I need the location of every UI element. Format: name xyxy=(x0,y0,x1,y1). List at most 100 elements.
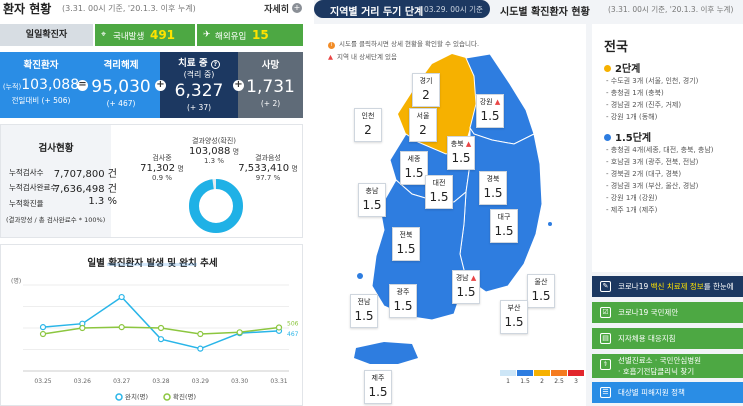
more-link[interactable]: 자세히 xyxy=(264,5,289,15)
import-count: 15 xyxy=(251,28,269,42)
region-label-6[interactable]: 대전 1.5 xyxy=(425,175,453,209)
import-box: ✈ 해외유입 15 xyxy=(197,24,303,46)
help-icon[interactable]: ? xyxy=(210,60,220,69)
legend-label: 완치(명) xyxy=(125,392,148,401)
x-tick-label: 03.31 xyxy=(270,378,287,385)
x-tick-label: 03.25 xyxy=(34,378,51,385)
stat-value: 95,030 xyxy=(91,77,151,97)
plus-icon: + xyxy=(233,79,244,91)
domestic-count: 491 xyxy=(149,28,176,42)
test-status: 검사현황 누적검사수 7,707,800 건 누적검사완료수 7,636,498 건… xyxy=(0,124,303,238)
tab-distancing[interactable]: 지역별 거리 두기 단계 03.29. 00시 기준 xyxy=(314,0,490,18)
region-level: 1.5 xyxy=(451,151,471,165)
region-label-1[interactable]: 강원 ▲ 1.5 xyxy=(476,94,504,128)
region-label-14[interactable]: 부산 1.5 xyxy=(500,300,528,334)
region-name: 제주 xyxy=(371,374,385,382)
stat-title: 사망 xyxy=(261,60,280,71)
quick-link-button[interactable]: ☰ 대상별 피해지원 정책 xyxy=(592,382,743,403)
level-item: - 충청권 1개 (충북) xyxy=(606,89,664,97)
test-row: 누적확진율 1.3 % xyxy=(9,196,117,208)
quick-link-button[interactable]: ✎ 코로나19 백신 치료제 정보를 한눈에 xyxy=(592,276,743,297)
legend-label: 2 xyxy=(540,378,544,385)
donut-negative-arc xyxy=(189,179,243,233)
level-item: - 충청권 4개(세종, 대전, 충북, 충남) xyxy=(606,146,714,154)
data-point xyxy=(39,330,47,338)
test-donut-chart xyxy=(189,179,243,233)
tab-region-cases[interactable]: 시도별 확진환자 현황 xyxy=(500,7,590,18)
x-tick-label: 03.26 xyxy=(74,378,91,385)
region-label-0[interactable]: 경기 2 xyxy=(412,73,440,107)
data-point xyxy=(197,345,204,352)
data-point xyxy=(79,324,86,332)
korea-map[interactable] xyxy=(314,24,586,406)
x-tick-label: 03.27 xyxy=(113,378,130,385)
map-note: i 시도를 클릭하시면 상세 현황을 확인할 수 있습니다. xyxy=(328,38,479,49)
plane-icon: ✈ xyxy=(203,30,211,40)
stat-title-sub: (격리 중) xyxy=(183,70,215,79)
legend-label: 1 xyxy=(506,378,510,385)
panel-title: 전국 xyxy=(604,40,628,55)
region-level: 1.5 xyxy=(480,109,500,123)
warning-icon: ▲ xyxy=(465,140,472,148)
region-label-13[interactable]: 광주 1.5 xyxy=(389,284,417,318)
level-item: - 경남권 3개 (부산, 울산, 경남) xyxy=(606,182,699,190)
region-label-12[interactable]: 울산 1.5 xyxy=(527,274,555,308)
stat-value: 6,327 xyxy=(174,81,224,101)
quick-link-button[interactable]: ☑ 코로나19 국민제안 xyxy=(592,302,743,323)
trend-panel: 일별 확진환자 발생 및 완치 추세 (명) 03.25 03.26 03.27 03.… xyxy=(0,244,303,406)
region-level: 2 xyxy=(422,88,430,102)
data-point xyxy=(275,324,283,331)
region-label-8[interactable]: 충남 1.5 xyxy=(358,183,386,217)
region-level: 1.5 xyxy=(362,198,382,212)
legend-label: 1.5 xyxy=(520,378,530,385)
level-item: - 경북권 2개 (대구, 경북) xyxy=(606,170,682,178)
region-label-9[interactable]: 대구 1.5 xyxy=(490,209,518,243)
map-note-warn: ▲ 지역 내 상세단계 있음 xyxy=(328,53,398,61)
stat-value: 103,088 xyxy=(21,77,80,93)
region-label-3[interactable]: 서울 2 xyxy=(409,108,437,142)
legend-label: 확진(명) xyxy=(173,392,196,401)
region-label-5[interactable]: 세종 1.5 xyxy=(400,151,428,185)
region-label-4[interactable]: 충북 ▲ 1.5 xyxy=(447,136,475,170)
region-label-2[interactable]: 인천 2 xyxy=(354,108,382,142)
info-icon: i xyxy=(328,42,335,49)
map-panel: i 시도를 클릭하시면 상세 현황을 확인할 수 있습니다. ▲ 지역 내 상세단계… xyxy=(314,24,586,406)
equals-icon: = xyxy=(77,79,88,91)
region-label-11[interactable]: 경남 ▲ 1.5 xyxy=(452,270,480,304)
region-label-16[interactable]: 제주 1.5 xyxy=(364,370,392,404)
stat-sub: (+ 2) xyxy=(260,99,281,108)
level-15-title: 1.5단계 xyxy=(604,129,651,144)
stat-treatment: 치료 중 ? (격리 중) 6,327 (+ 37) xyxy=(160,52,238,118)
region-label-7[interactable]: 경북 1.5 xyxy=(479,171,507,205)
region-name: 충남 xyxy=(365,187,379,195)
island xyxy=(548,222,552,226)
plus-icon[interactable]: + xyxy=(292,3,302,13)
page-subtitle: (3.31. 00시 기준, '20.1.3. 이후 누계) xyxy=(62,4,196,13)
level-dot xyxy=(604,65,611,72)
legend-marker xyxy=(163,393,171,401)
region-label-10[interactable]: 전북 1.5 xyxy=(392,227,420,261)
region-level: 1.5 xyxy=(504,315,524,329)
region-name: 서울 xyxy=(416,112,430,120)
region-label-15[interactable]: 전남 1.5 xyxy=(350,294,378,328)
legend-swatch xyxy=(568,370,584,376)
region-name: 충북 xyxy=(450,140,464,148)
region-name: 경남 xyxy=(455,274,469,282)
island xyxy=(357,273,363,279)
button-label: 코로나19 국민제안 xyxy=(618,308,679,317)
region-name: 전북 xyxy=(399,231,413,239)
national-panel: 전국 2단계 - 수도권 3개 (서울, 인천, 경기) - 충청권 1개 (충북… xyxy=(592,24,743,272)
warning-icon: ▲ xyxy=(328,53,333,61)
region-level: 1.5 xyxy=(531,289,551,303)
trend-title: 일별 확진환자 발생 및 완치 추세 xyxy=(1,255,304,269)
region-level: 1.5 xyxy=(354,309,374,323)
level-dot xyxy=(604,134,611,141)
region-level: 1.5 xyxy=(396,242,416,256)
quick-link-button[interactable]: ▤ 지자체용 대응지침 xyxy=(592,328,743,349)
pending-label: 검사중 71,302 명 0.9 % xyxy=(140,154,184,182)
level-item: - 제주 1개 (제주) xyxy=(606,206,658,214)
tab-label: 지역별 거리 두기 단계 xyxy=(330,7,424,18)
warning-icon: ▲ xyxy=(470,274,477,282)
stat-deaths: 사망 1,731 (+ 2) xyxy=(238,52,303,118)
quick-link-button[interactable]: ⚕ 선별진료소 · 국민안심병원 · 호흡기전담클리닉 찾기 xyxy=(592,354,743,378)
